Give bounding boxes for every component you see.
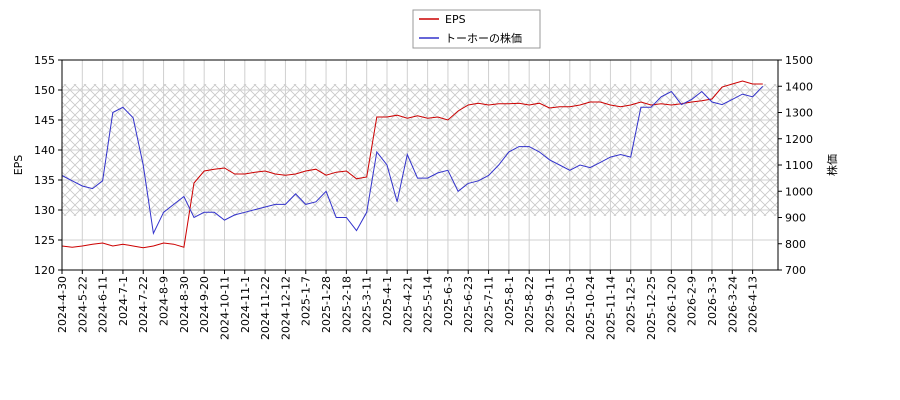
legend-label: EPS (445, 13, 466, 26)
y-tick-label: 145 (34, 114, 55, 127)
x-tick-label: 2024-11-1 (239, 276, 252, 333)
x-tick-label: 2026-4-13 (747, 276, 760, 333)
x-tick-label: 2025-10-3 (564, 276, 577, 333)
y2-tick-label: 1300 (785, 107, 813, 120)
x-tick-label: 2024-8-30 (178, 276, 191, 333)
x-tick-label: 2025-1-28 (320, 276, 333, 333)
x-tick-label: 2025-4-1 (381, 276, 394, 326)
x-tick-label: 2025-8-22 (523, 276, 536, 333)
y2-tick-label: 900 (785, 212, 806, 225)
x-tick-label: 2025-4-21 (401, 276, 414, 333)
x-tick-label: 2024-12-12 (279, 276, 292, 340)
x-tick-label: 2024-10-11 (218, 276, 231, 340)
y2-tick-label: 1400 (785, 80, 813, 93)
x-tick-label: 2024-6-11 (97, 276, 110, 333)
x-tick-label: 2025-1-7 (300, 276, 313, 326)
x-tick-label: 2025-6-3 (442, 276, 455, 326)
x-tick-label: 2025-5-14 (422, 276, 435, 333)
y-tick-label: 150 (34, 84, 55, 97)
series-line (61, 85, 764, 235)
legend-label: トーホーの株価 (445, 31, 522, 45)
y2-tick-label: 800 (785, 238, 806, 251)
x-tick-label: 2024-9-20 (198, 276, 211, 333)
x-tick-label: 2025-12-25 (645, 276, 658, 340)
x-tick-label: 2024-7-22 (137, 276, 150, 333)
x-tick-label: 2025-3-11 (361, 276, 374, 333)
legend-box (412, 9, 541, 49)
x-tick-label: 2024-8-9 (158, 276, 171, 326)
y-tick-label: 125 (34, 234, 55, 247)
x-tick-label: 2026-2-9 (686, 276, 699, 326)
x-tick-label: 2025-12-5 (625, 276, 638, 333)
x-tick-label: 2024-11-22 (259, 276, 272, 340)
x-tick-label: 2024-7-1 (117, 276, 130, 326)
y2-tick-label: 700 (785, 264, 806, 277)
legend: EPS トーホーの株価 (412, 9, 541, 49)
x-tick-label: 2026-3-24 (726, 276, 739, 333)
y2-tick-label: 1500 (785, 54, 813, 67)
x-tick-label: 2024-5-22 (76, 276, 89, 333)
y2-tick-label: 1100 (785, 159, 813, 172)
y-tick-label: 155 (34, 54, 55, 67)
y2-axis-title: 株価 (825, 154, 839, 176)
y-axis-title: EPS (12, 155, 25, 176)
x-tick-label: 2025-9-11 (543, 276, 556, 333)
y2-tick-label: 1200 (785, 133, 813, 146)
x-tick-label: 2025-7-11 (483, 276, 496, 333)
x-tick-label: 2025-6-23 (462, 276, 475, 333)
x-tick-label: 2025-8-1 (503, 276, 516, 326)
y-tick-label: 130 (34, 204, 55, 217)
marks (61, 80, 764, 249)
x-tick-label: 2024-4-30 (56, 276, 69, 333)
x-tick-label: 2025-11-14 (604, 276, 617, 340)
x-tick-label: 2026-1-20 (665, 276, 678, 333)
y-tick-label: 120 (34, 264, 55, 277)
x-tick-label: 2025-2-18 (340, 276, 353, 333)
y-tick-label: 140 (34, 144, 55, 157)
series-line (61, 80, 763, 249)
x-tick-label: 2026-3-3 (706, 276, 719, 326)
y-tick-label: 135 (34, 174, 55, 187)
y2-tick-label: 1000 (785, 185, 813, 198)
x-tick-label: 2025-10-24 (584, 276, 597, 340)
